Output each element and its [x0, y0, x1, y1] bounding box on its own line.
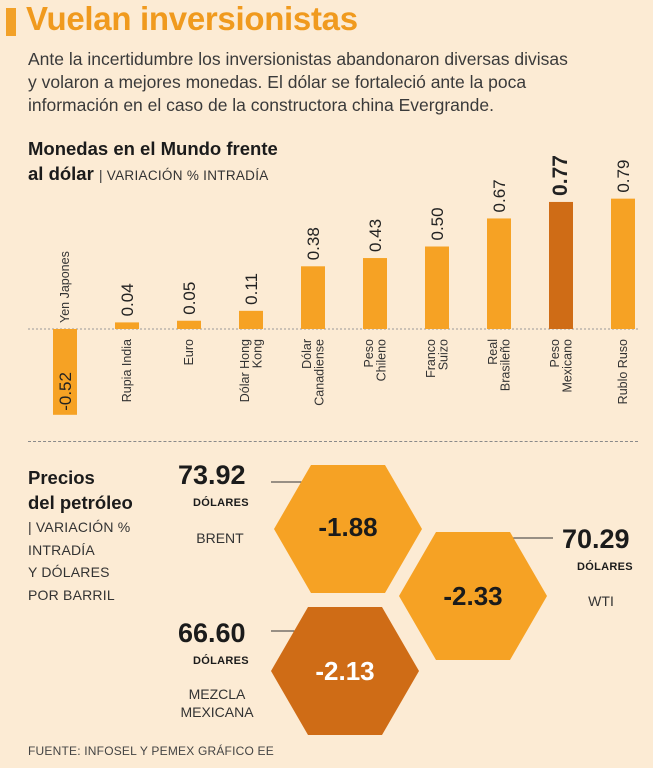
category-label: Peso: [548, 339, 562, 368]
brent-name-line: BRENT: [196, 530, 244, 546]
mezcla-name-line: MEXICANA: [180, 704, 254, 720]
category-label: Mexicano: [560, 339, 574, 393]
brent-change: -1.88: [318, 512, 377, 542]
value-label: -0.52: [56, 372, 75, 411]
oil-subtitle-line: INTRADÍA: [28, 541, 95, 558]
wti-price: 70.29: [562, 524, 630, 554]
oil-title-line2: del petróleo: [28, 492, 133, 513]
value-label: 0.43: [366, 219, 385, 252]
wti-hexagon: [399, 532, 547, 660]
intro-line: información en el caso de la constructor…: [28, 95, 494, 115]
category-label: Rupia India: [120, 339, 134, 402]
oil-title-line1: Precios: [28, 467, 95, 488]
oil-subtitle-line: POR BARRIL: [28, 586, 115, 603]
wti-name: WTI: [576, 592, 626, 610]
bar: [239, 310, 263, 329]
category-label: Franco: [424, 339, 438, 378]
category-label: Dólar: [300, 339, 314, 369]
bar: [425, 246, 449, 329]
intro-line: y volaron a mejores monedas. El dólar se…: [28, 72, 527, 92]
brent-hexagon: [274, 465, 422, 593]
mezcla-name-line: MEZCLA: [188, 686, 246, 702]
category-label: Brasileño: [498, 339, 512, 391]
bar: [487, 218, 511, 329]
page-title: Vuelan inversionistas: [26, 0, 358, 37]
chart-title-line1: Monedas en el Mundo frente: [28, 138, 278, 159]
value-label: 0.79: [614, 160, 633, 193]
category-label: Kong: [250, 339, 264, 368]
value-label: 0.67: [490, 179, 509, 212]
value-label: 0.11: [242, 273, 261, 305]
bar: [301, 266, 325, 329]
mezcla-hexagon: [271, 607, 419, 735]
mezcla-change: -2.13: [315, 656, 374, 686]
value-label: 0.50: [428, 207, 447, 240]
wti-name-line: WTI: [588, 593, 614, 609]
category-label: Euro: [182, 339, 196, 365]
bar: [611, 198, 635, 329]
chart-title-line2: al dólar: [28, 163, 94, 184]
value-label: 0.04: [118, 283, 137, 316]
value-label: 0.77: [549, 155, 572, 196]
section-divider: [28, 441, 638, 442]
value-label: 0.05: [180, 282, 199, 315]
value-label: 0.38: [304, 227, 323, 260]
intro-line: Ante la incertidumbre los inversionistas…: [28, 49, 568, 69]
category-label: Rublo Ruso: [616, 339, 630, 404]
oil-subtitle: | VARIACIÓN % INTRADÍA Y DÓLARES POR BAR…: [28, 516, 130, 606]
brent-name: BRENT: [190, 529, 250, 547]
chart-subtitle: | VARIACIÓN % INTRADÍA: [98, 168, 269, 183]
category-label: Chileno: [374, 339, 388, 381]
wti-change: -2.33: [443, 581, 502, 611]
bar: [115, 322, 139, 329]
mezcla-name: MEZCLA MEXICANA: [172, 685, 262, 721]
brent-unit: DÓLARES: [193, 497, 249, 509]
bar: [363, 258, 387, 329]
category-label: Peso: [362, 339, 376, 368]
category-label: Yen Japones: [58, 251, 72, 323]
mezcla-unit: DÓLARES: [193, 655, 249, 667]
oil-subtitle-line: | VARIACIÓN %: [28, 519, 131, 535]
bar: [53, 329, 77, 415]
wti-unit: DÓLARES: [577, 561, 633, 573]
bar: [177, 320, 201, 329]
title-accent-bar: [6, 8, 16, 36]
category-label: Suizo: [436, 339, 450, 370]
chart-title: Monedas en el Mundo frente al dólar | VA…: [28, 136, 278, 188]
oil-title: Precios del petróleo: [28, 465, 133, 515]
oil-subtitle-line: Y DÓLARES: [28, 564, 110, 580]
category-label: Dólar Hong: [238, 339, 252, 402]
category-label: Canadiense: [312, 339, 326, 406]
bar: [549, 201, 573, 329]
intro-text: Ante la incertidumbre los inversionistas…: [28, 48, 638, 117]
source-note: FUENTE: INFOSEL Y PEMEX GRÁFICO EE: [28, 744, 274, 758]
mezcla-price: 66.60: [178, 618, 246, 648]
brent-price: 73.92: [178, 460, 246, 490]
category-label: Real: [486, 339, 500, 365]
